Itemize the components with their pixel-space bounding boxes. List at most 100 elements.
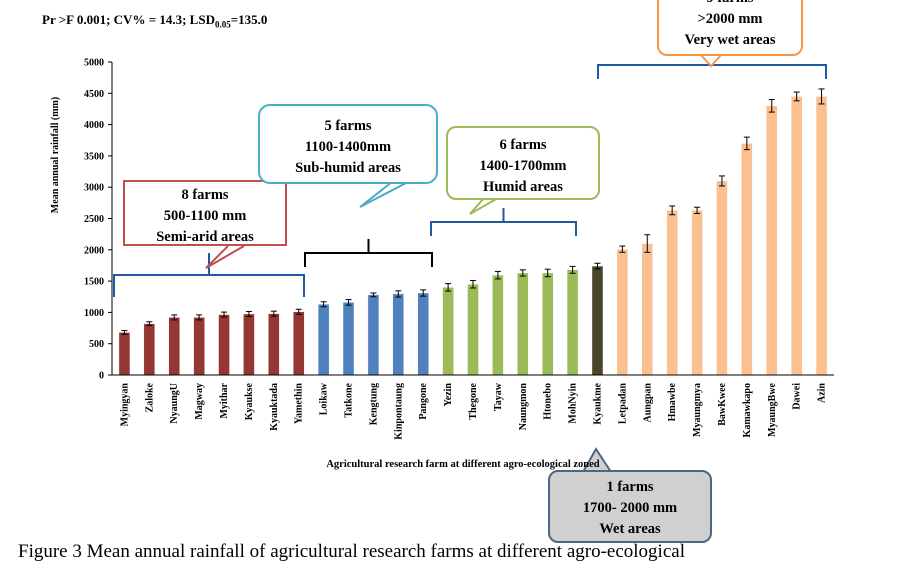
bar [118,332,131,376]
y-tick-label: 2500 [84,214,104,225]
x-tick-label: Thegone [468,382,479,419]
x-tick-label: MohNyin [568,383,579,424]
bar-series [118,88,828,376]
x-tick-label: Kinpontaung [393,383,404,440]
x-tick-label: Myaungmya [692,383,703,437]
x-tick-label: Magway [194,383,205,420]
callout-count: 8 farms [181,187,229,203]
bar [268,313,280,376]
bar [317,304,330,376]
callout-zone: Very wet areas [684,32,776,48]
brace-sub-humid [304,239,433,267]
bar [367,294,380,376]
callout-very-wet: 9 farms >2000 mm Very wet areas [657,0,803,56]
bar [467,284,479,376]
callout-humid: 6 farms 1400-1700mm Humid areas [446,126,600,200]
x-tick-label: Zaloke [144,382,155,412]
callout-wet: 1 farms 1700- 2000 mm Wet areas [548,470,712,543]
stats-suffix: =135.0 [230,12,268,27]
axes [108,61,834,376]
callout-zone: Semi-arid areas [156,229,254,245]
callout-pointer-wet [582,447,612,473]
x-tick-label: MyaungBwe [767,382,778,436]
x-tick-label: NyaungU [169,383,180,424]
callout-range: >2000 mm [697,11,763,27]
y-axis-label: Mean annual rainfall (mm) [50,97,61,213]
group-braces [113,51,827,473]
y-tick-label: 1500 [84,277,104,288]
x-tick-label: Kamawkapo [742,383,753,437]
y-tick-label: 3500 [84,151,104,162]
stats-prefix: Pr >F 0.001; CV% = 14.3; LSD [42,12,215,27]
callout-pointer-semi-arid [205,245,245,269]
bar [517,272,529,376]
bar [790,96,803,376]
x-tick-label: Letpadan [617,383,628,425]
callout-pointer-humid [469,197,499,215]
x-tick-label: Aungpan [642,383,653,423]
bar [541,272,554,376]
bar [392,293,405,376]
x-tick-label: Loikaw [319,382,330,415]
x-tick-label: Kyauktada [269,383,280,431]
bar [168,317,180,376]
x-tick-label: Yamethin [294,383,305,425]
y-tick-label: 2000 [84,245,104,256]
bar [143,323,156,376]
bar [815,96,828,376]
bar [243,313,255,376]
bar [666,210,678,376]
statistics-line: Pr >F 0.001; CV% = 14.3; LSD0.05=135.0 [42,12,267,30]
callout-range: 1400-1700mm [479,158,567,174]
bar [591,265,604,376]
x-tick-label: Hmawbe [667,382,678,421]
callout-pointer-sub-humid [359,181,409,208]
x-tick-label: Tatkone [344,382,355,417]
callout-zone: Wet areas [599,521,661,537]
callout-pointer-very-wet [699,53,723,68]
bar [492,274,504,376]
brace-humid [430,208,577,236]
x-tick-label: Naungmon [518,383,529,431]
bar [566,269,579,376]
tick-labels: 0 500 1000 1500 2000 2500 3000 3500 4000 4500 5000… [84,58,828,440]
bar [442,287,454,376]
y-tick-label: 4500 [84,89,104,100]
y-tick-label: 1000 [84,308,104,319]
bar [641,243,653,376]
bar [342,302,355,376]
bar [691,210,703,376]
y-tick-label: 0 [99,371,104,382]
callout-count: 5 farms [324,118,372,134]
callout-sub-humid: 5 farms 1100-1400mm Sub-humid areas [258,104,438,184]
x-tick-label: Myingyan [119,383,130,427]
bar [218,314,230,376]
callout-count: 6 farms [499,137,547,153]
callout-count: 1 farms [606,479,654,495]
bar [193,317,205,376]
bar [417,292,429,376]
callout-range: 500-1100 mm [163,208,247,224]
callout-count: 9 farms [659,0,801,9]
x-tick-label: Azin [817,383,828,403]
callout-zone: Sub-humid areas [295,160,401,176]
callout-semi-arid: 8 farms 500-1100 mm Semi-arid areas [123,180,287,246]
x-tick-label: Yezin [443,383,454,407]
bar [741,143,753,376]
y-tick-label: 500 [89,339,104,350]
x-tick-label: BawKwee [717,382,728,425]
x-tick-label: Htonebo [543,383,554,420]
x-tick-label: Myithar [219,382,230,418]
figure-caption: Figure 3 Mean annual rainfall of agricul… [18,541,685,562]
bar [766,105,778,376]
stats-subscript: 0.05 [214,19,231,30]
callout-range: 1100-1400mm [304,139,392,155]
bar [716,180,728,376]
y-tick-label: 5000 [84,58,104,69]
x-tick-label: Kyaukme [592,382,603,424]
x-tick-label: Tayaw [493,382,504,411]
bar [293,311,305,376]
x-tick-label: Dawei [792,383,803,410]
x-tick-label: Kengtung [368,383,379,425]
